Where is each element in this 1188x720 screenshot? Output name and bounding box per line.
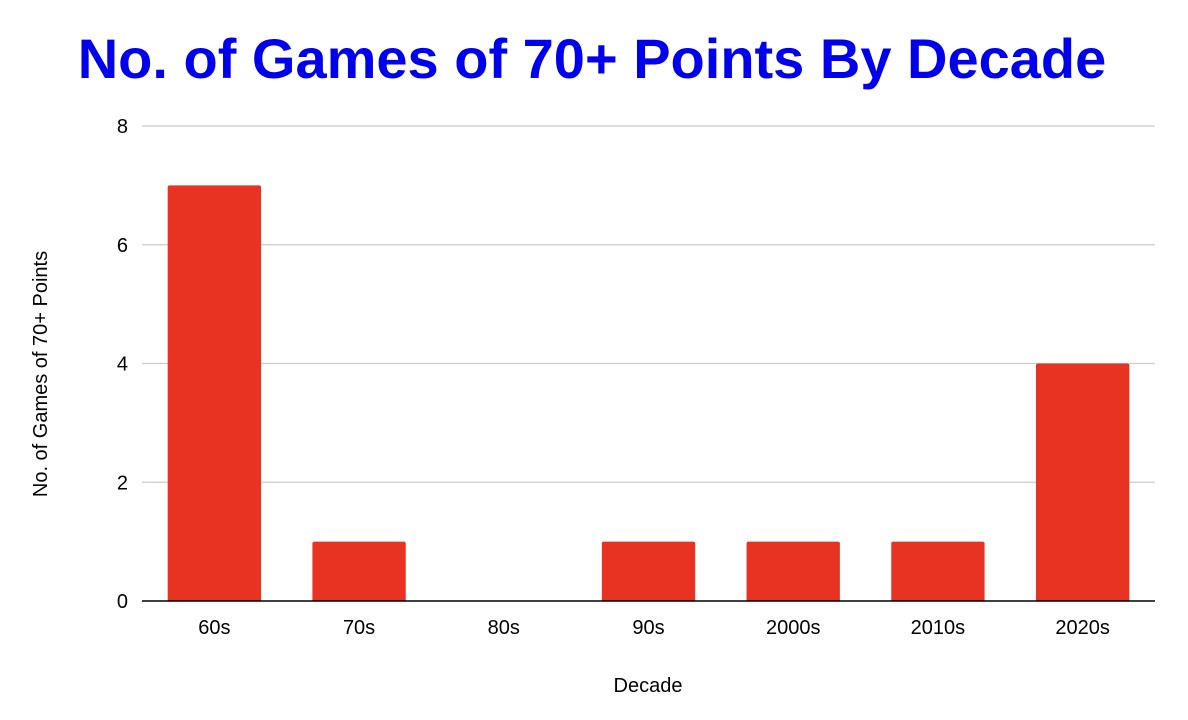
x-tick-label: 90s — [632, 617, 664, 639]
gridlines — [142, 125, 1155, 483]
y-axis-title: No. of Games of 70+ Points — [30, 251, 52, 497]
x-tick-label: 70s — [343, 617, 375, 639]
y-tick-label: 4 — [117, 354, 128, 376]
x-tick-label: 60s — [198, 617, 230, 639]
x-tick-label: 2020s — [1055, 617, 1110, 639]
bar-90s — [601, 541, 696, 601]
bars — [167, 185, 1130, 601]
bar-2010s — [891, 541, 985, 601]
x-tick-label: 2010s — [911, 617, 966, 639]
bar-60s — [167, 185, 262, 601]
bar-2000s — [746, 541, 840, 601]
y-tick-label: 0 — [117, 591, 128, 613]
bar-2020s — [1035, 363, 1130, 601]
y-tick-label: 8 — [117, 116, 128, 138]
y-tick-label: 2 — [117, 472, 128, 494]
x-tick-label: 2000s — [766, 617, 821, 639]
bar-70s — [312, 541, 406, 601]
y-tick-label: 6 — [117, 235, 128, 257]
x-tick-label: 80s — [488, 617, 520, 639]
y-axis-ticks: 0 2 4 6 8 — [117, 116, 128, 613]
x-axis-title: Decade — [614, 675, 683, 697]
x-axis-ticks: 60s 70s 80s 90s 2000s 2010s 2020s — [198, 617, 1110, 639]
chart-title: No. of Games of 70+ Points By Decade — [78, 27, 1107, 90]
